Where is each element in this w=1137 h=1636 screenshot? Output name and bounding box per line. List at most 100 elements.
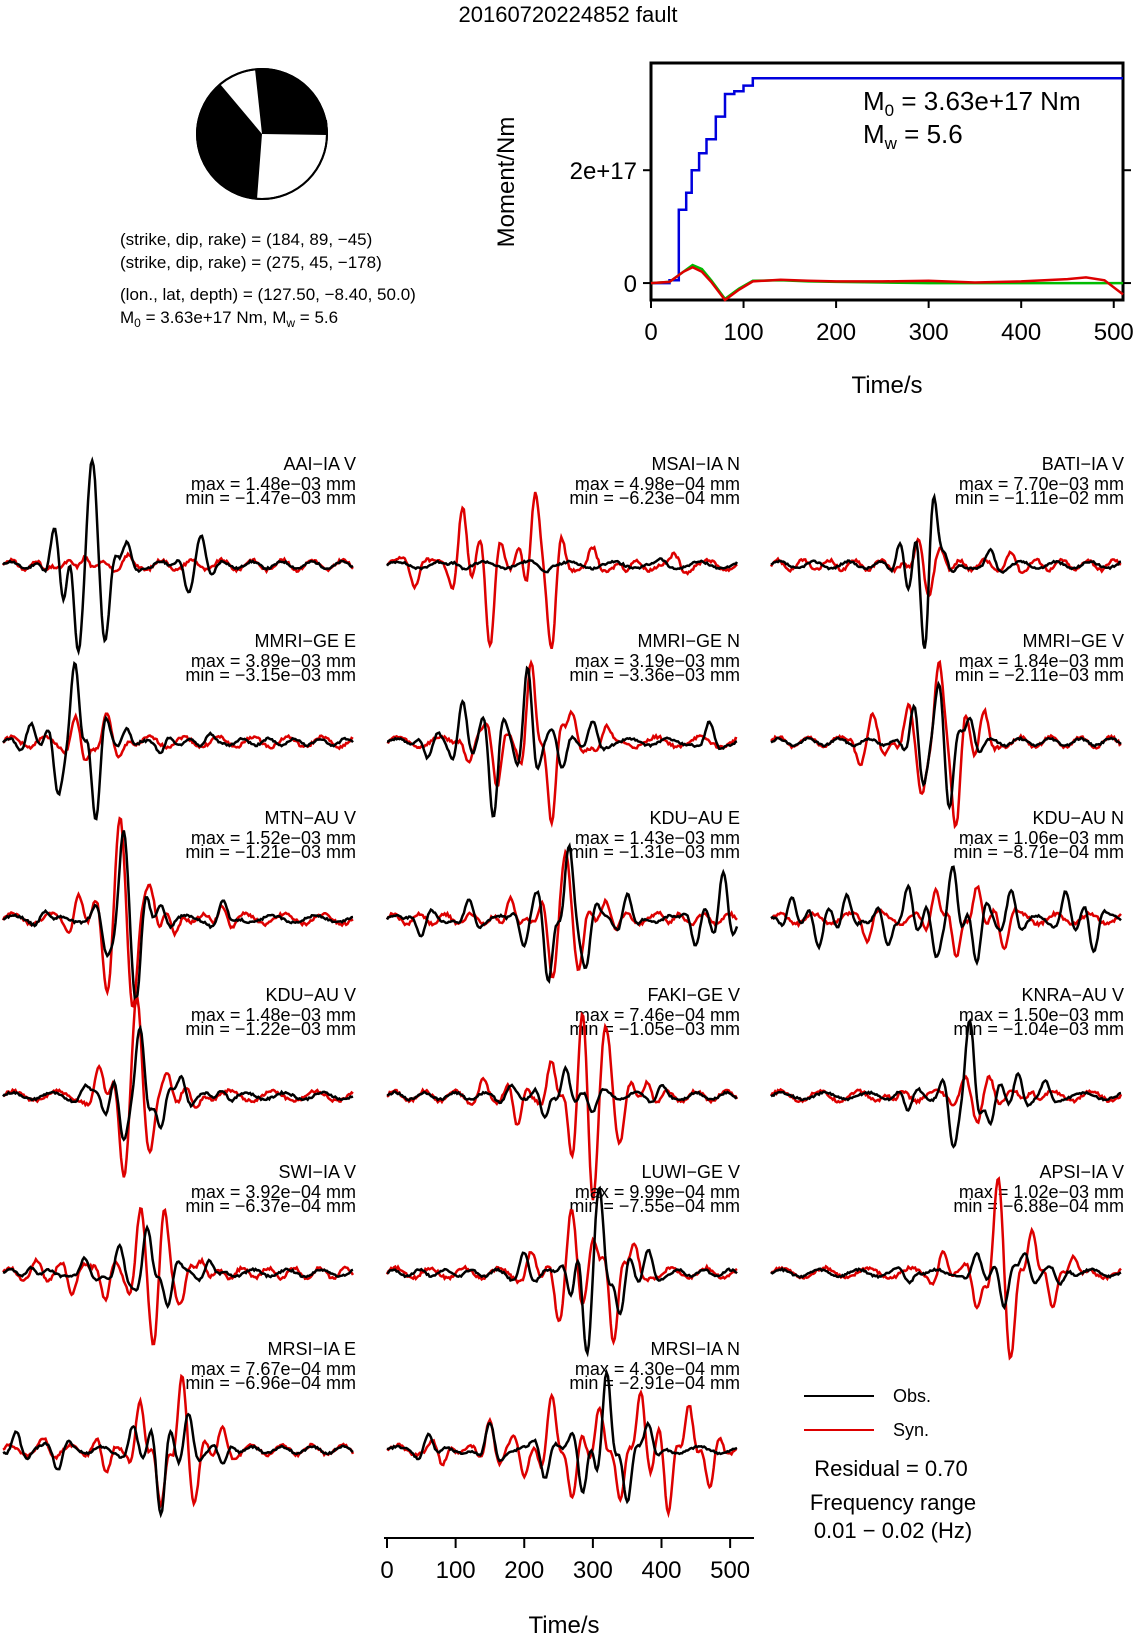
obs-trace xyxy=(386,1368,738,1505)
syn-trace xyxy=(386,658,738,829)
figure-title: 20160720224852 fault xyxy=(459,2,678,27)
station-name: KDU−AU E xyxy=(649,808,740,828)
station-name: KDU−AU V xyxy=(265,985,356,1005)
moment-series-line xyxy=(651,76,1123,285)
obs-trace xyxy=(770,865,1122,967)
obs-trace xyxy=(2,1224,354,1310)
mechanism-line-1: (strike, dip, rake) = (184, 89, −45) xyxy=(120,230,372,249)
legend: Obs. Syn. Residual = 0.70 Frequency rang… xyxy=(804,1386,976,1543)
obs-trace xyxy=(387,665,738,818)
station-min: min = −6.96e−04 mm xyxy=(185,1373,356,1393)
station-max: max = 7.67e−04 mm xyxy=(191,1359,356,1379)
syn-trace xyxy=(2,996,354,1178)
obs-trace xyxy=(770,1251,1122,1311)
station-max: max = 1.84e−03 mm xyxy=(959,651,1124,671)
station-min: min = −3.36e−03 mm xyxy=(569,665,740,685)
syn-trace xyxy=(2,712,354,761)
station-min: min = −6.37e−04 mm xyxy=(185,1196,356,1216)
mechanism-moment: M0 = 3.63e+17 Nm, Mw = 5.6 xyxy=(120,308,338,330)
station-max: max = 1.43e−03 mm xyxy=(575,828,740,848)
waveform-xtick-label: 0 xyxy=(380,1557,393,1584)
station-name: SWI−IA V xyxy=(278,1162,356,1182)
station-max: max = 1.50e−03 mm xyxy=(959,1005,1124,1025)
syn-trace xyxy=(385,848,738,979)
syn-trace xyxy=(385,1208,738,1346)
syn-trace xyxy=(770,1176,1122,1361)
frequency-range-label: Frequency range xyxy=(810,1490,976,1515)
waveform-xtick-label: 200 xyxy=(504,1557,544,1584)
obs-trace xyxy=(2,1024,354,1142)
obs-trace xyxy=(770,1018,1122,1149)
waveform-xtick-label: 500 xyxy=(710,1557,750,1584)
moment-xtick-label: 500 xyxy=(1094,319,1134,346)
moment-ylabel: Moment/Nm xyxy=(493,117,520,248)
moment-m0-annotation: M0 = 3.63e+17 Nm xyxy=(863,86,1081,120)
syn-trace xyxy=(1,816,354,1009)
station-min: min = −1.04e−03 mm xyxy=(953,1019,1124,1039)
waveform-xtick-label: 300 xyxy=(573,1557,613,1584)
moment-series-line xyxy=(650,265,1124,302)
obs-trace xyxy=(385,557,739,574)
station-name: AAI−IA V xyxy=(283,454,356,474)
beachball xyxy=(196,68,328,200)
station-name: LUWI−GE V xyxy=(641,1162,740,1182)
station-name: MSAI−IA N xyxy=(651,454,740,474)
legend-obs-label: Obs. xyxy=(893,1386,931,1406)
station-min: min = −8.71e−04 mm xyxy=(953,842,1124,862)
moment-xtick-label: 200 xyxy=(816,319,856,346)
station-min: min = −1.05e−03 mm xyxy=(569,1019,740,1039)
moment-ytick-label: 2e+17 xyxy=(570,158,637,185)
station-name: MMRI−GE N xyxy=(637,631,740,651)
station-min: min = −2.11e−03 mm xyxy=(955,665,1124,685)
moment-xlabel: Time/s xyxy=(851,372,922,399)
syn-trace xyxy=(2,1206,355,1346)
moment-xtick-label: 300 xyxy=(909,319,949,346)
moment-xtick-label: 400 xyxy=(1001,319,1041,346)
moment-xtick-label: 100 xyxy=(724,319,764,346)
obs-trace xyxy=(386,1064,738,1120)
station-min: min = −7.55e−04 mm xyxy=(569,1196,740,1216)
station-max: max = 7.70e−03 mm xyxy=(959,474,1124,494)
syn-trace xyxy=(386,1389,738,1519)
station-min: min = −2.91e−04 mm xyxy=(569,1373,740,1393)
station-max: max = 3.92e−04 mm xyxy=(191,1182,356,1202)
obs-trace xyxy=(385,842,739,985)
station-min: min = −1.11e−02 mm xyxy=(955,488,1124,508)
station-name: BATI−IA V xyxy=(1042,454,1124,474)
station-max: max = 1.48e−03 mm xyxy=(191,1005,356,1025)
obs-trace xyxy=(2,456,354,657)
syn-trace xyxy=(386,491,738,650)
obs-trace xyxy=(770,492,1122,649)
station-name: MMRI−GE V xyxy=(1022,631,1124,651)
station-name: FAKI−GE V xyxy=(647,985,740,1005)
obs-trace xyxy=(2,661,354,821)
station-min: min = −3.15e−03 mm xyxy=(185,665,356,685)
station-min: min = −6.88e−04 mm xyxy=(953,1196,1124,1216)
station-name: APSI−IA V xyxy=(1039,1162,1124,1182)
station-name: KNRA−AU V xyxy=(1021,985,1124,1005)
station-max: max = 1.48e−03 mm xyxy=(191,474,356,494)
moment-plot-frame xyxy=(649,61,1125,302)
station-name: MMRI−GE E xyxy=(254,631,356,651)
obs-trace xyxy=(2,830,354,1006)
waveform-xtick-label: 400 xyxy=(641,1557,681,1584)
mechanism-line-3: (lon., lat, depth) = (127.50, −8.40, 50.… xyxy=(120,285,416,304)
moment-xtick-label: 0 xyxy=(644,319,657,346)
station-max: max = 7.46e−04 mm xyxy=(575,1005,740,1025)
moment-mw-annotation: Mw = 5.6 xyxy=(863,119,963,153)
station-name: MRSI−IA E xyxy=(267,1339,356,1359)
station-min: min = −1.47e−03 mm xyxy=(185,488,356,508)
obs-trace xyxy=(770,680,1122,811)
mechanism-line-2: (strike, dip, rake) = (275, 45, −178) xyxy=(120,253,382,272)
